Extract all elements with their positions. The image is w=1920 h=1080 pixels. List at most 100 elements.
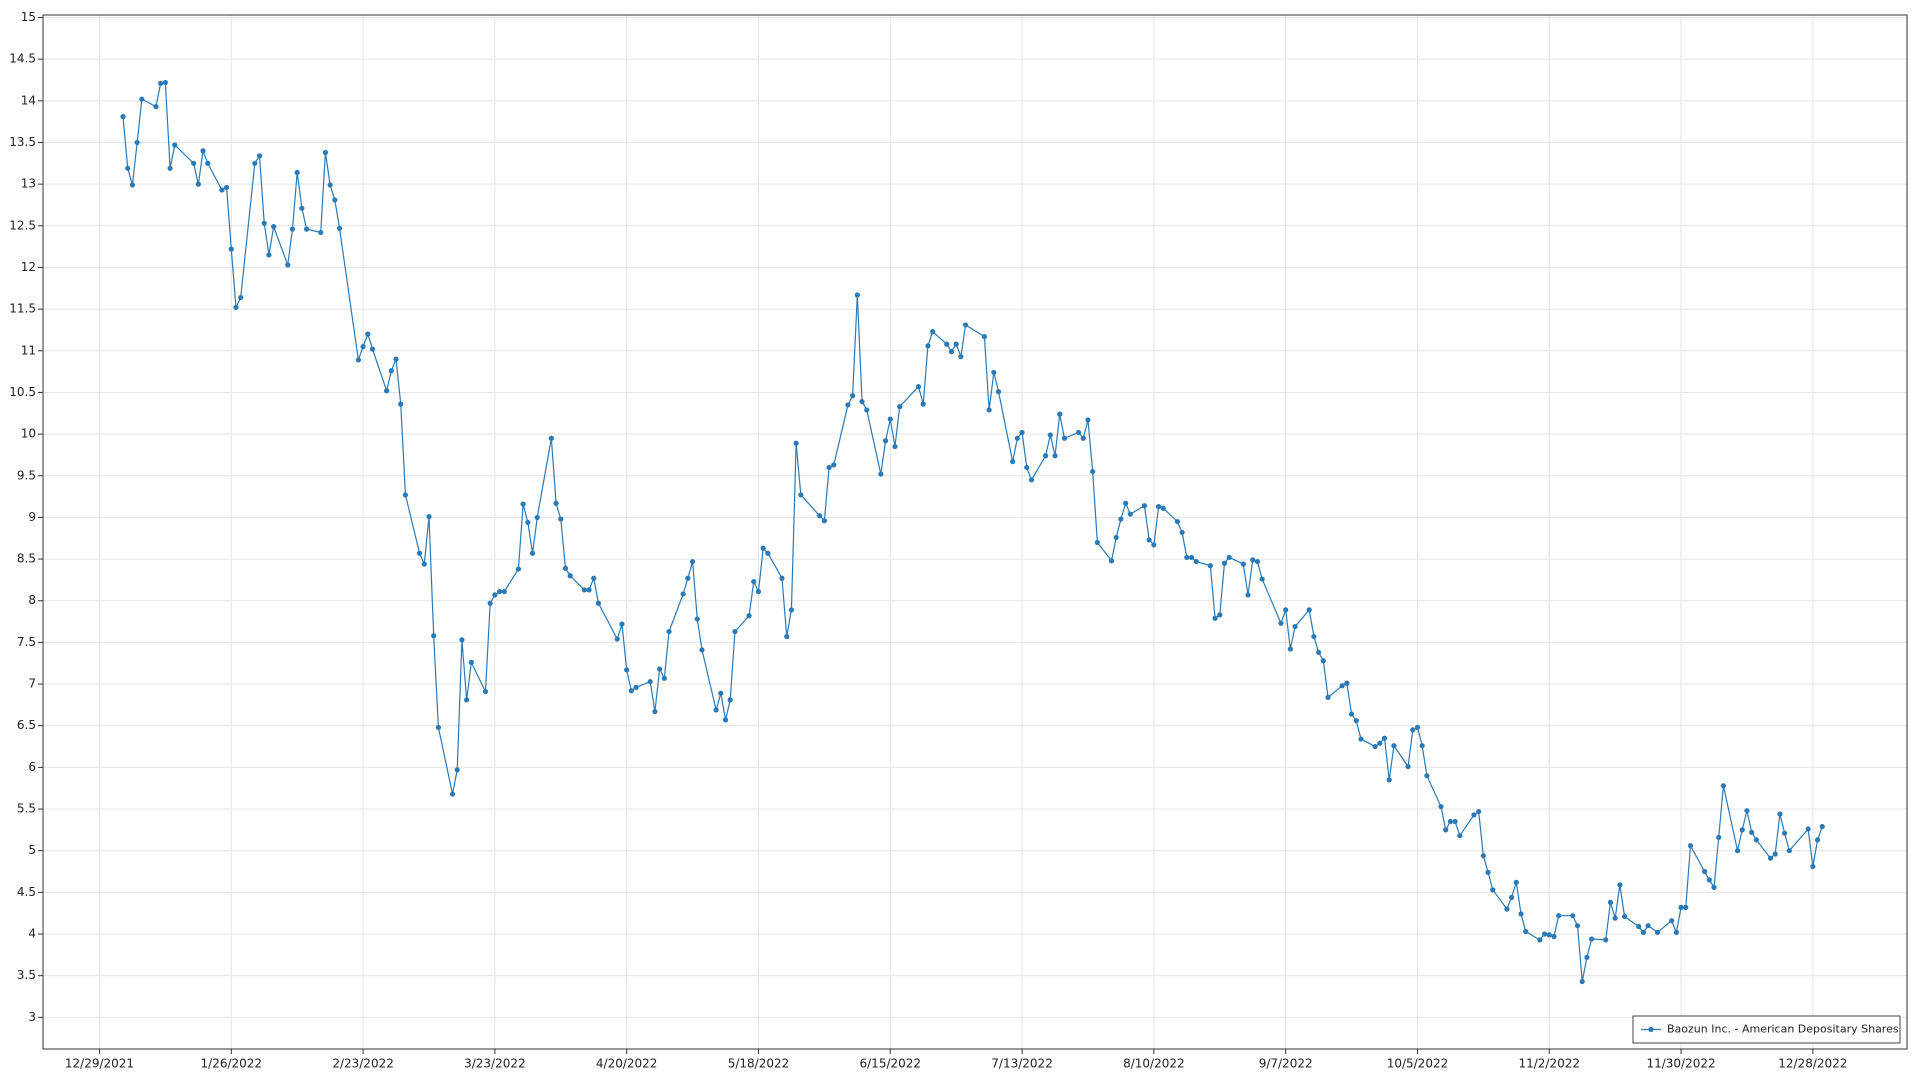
- data-point: [1447, 818, 1454, 825]
- y-tick-label: 4.5: [17, 885, 36, 899]
- data-point: [1348, 711, 1355, 717]
- y-tick-label: 7.5: [17, 635, 36, 649]
- data-point: [1749, 829, 1755, 835]
- data-point: [1212, 615, 1218, 621]
- x-tick-label: 11/2/2022: [1518, 1057, 1580, 1071]
- data-point: [1316, 649, 1322, 655]
- data-point: [784, 633, 790, 640]
- data-point: [205, 160, 211, 166]
- data-point: [1716, 834, 1722, 840]
- data-point: [1574, 923, 1581, 929]
- data-point: [680, 591, 686, 597]
- data-point: [567, 573, 573, 579]
- data-point: [1221, 560, 1228, 566]
- data-point: [652, 708, 658, 715]
- data-point: [1603, 937, 1609, 943]
- data-point: [1541, 931, 1548, 937]
- data-point: [1518, 911, 1524, 917]
- data-point: [238, 294, 244, 301]
- data-point: [1259, 576, 1265, 582]
- x-tick-label: 12/29/2021: [65, 1057, 134, 1071]
- legend-marker: [1648, 1026, 1654, 1033]
- x-tick-label: 9/7/2022: [1259, 1057, 1313, 1071]
- data-point: [624, 667, 630, 673]
- data-point: [139, 96, 145, 102]
- data-point: [1410, 727, 1416, 733]
- data-point: [336, 225, 343, 231]
- data-point: [1786, 848, 1792, 854]
- data-point: [1193, 558, 1199, 565]
- data-point: [1146, 537, 1152, 543]
- data-point: [1579, 978, 1585, 985]
- data-point: [162, 79, 168, 86]
- data-point: [520, 501, 526, 507]
- y-tick-label: 15: [21, 10, 36, 24]
- data-point: [1141, 503, 1148, 509]
- data-point: [1701, 868, 1708, 875]
- data-point: [289, 226, 296, 232]
- data-point: [223, 184, 230, 191]
- data-point: [788, 607, 795, 613]
- data-point: [1113, 534, 1119, 541]
- data-point: [1767, 855, 1774, 861]
- y-tick-label: 4: [28, 927, 36, 941]
- data-point: [1028, 477, 1035, 483]
- data-point: [1245, 592, 1251, 598]
- data-point: [619, 621, 625, 627]
- data-point: [779, 575, 785, 581]
- data-point: [826, 464, 832, 471]
- data-point: [1377, 740, 1383, 746]
- data-point: [1607, 899, 1614, 905]
- data-point: [962, 322, 969, 328]
- data-point: [1414, 724, 1421, 730]
- data-point: [1339, 683, 1345, 689]
- data-point: [327, 182, 333, 188]
- data-point: [1805, 826, 1811, 832]
- data-point: [172, 142, 178, 148]
- data-point: [821, 518, 827, 524]
- data-point: [1513, 879, 1519, 885]
- data-point: [303, 226, 310, 232]
- y-tick-label: 8: [28, 593, 36, 607]
- data-point: [581, 587, 587, 593]
- data-point: [435, 724, 441, 730]
- data-point: [191, 160, 197, 166]
- data-point: [666, 628, 672, 635]
- y-tick-label: 13.5: [9, 135, 36, 149]
- data-point: [930, 329, 936, 335]
- data-point: [1381, 735, 1388, 741]
- x-tick-label: 5/18/2022: [728, 1057, 790, 1071]
- data-point: [817, 513, 823, 519]
- y-tick-label: 14.5: [9, 52, 36, 66]
- data-point: [562, 565, 569, 571]
- y-tick-label: 6: [28, 760, 36, 774]
- data-point: [1706, 877, 1712, 883]
- data-point: [760, 545, 766, 551]
- y-tick-label: 7: [28, 677, 36, 691]
- data-point: [1744, 808, 1750, 814]
- data-point: [1438, 803, 1444, 810]
- data-point: [1443, 827, 1449, 833]
- data-point: [958, 354, 964, 360]
- data-point: [628, 688, 634, 694]
- data-point: [633, 684, 639, 690]
- data-point: [1207, 563, 1213, 569]
- x-tick-label: 1/26/2022: [201, 1057, 263, 1071]
- legend-box: [1632, 1015, 1901, 1044]
- data-point: [369, 346, 376, 352]
- data-point: [1772, 851, 1778, 857]
- data-point: [1819, 823, 1825, 830]
- x-tick-label: 7/13/2022: [991, 1057, 1053, 1071]
- data-point: [1683, 904, 1689, 910]
- legend: Baozun Inc. - American Depositary Shares: [1632, 1015, 1901, 1044]
- data-point: [1485, 869, 1491, 875]
- x-tick-label: 6/15/2022: [860, 1057, 922, 1071]
- data-point: [233, 304, 239, 311]
- data-point: [1292, 623, 1298, 630]
- data-point: [793, 440, 799, 446]
- data-point: [129, 182, 136, 188]
- data-point: [558, 516, 564, 522]
- data-point: [1645, 923, 1651, 929]
- data-point: [482, 688, 489, 695]
- data-point: [1052, 453, 1058, 459]
